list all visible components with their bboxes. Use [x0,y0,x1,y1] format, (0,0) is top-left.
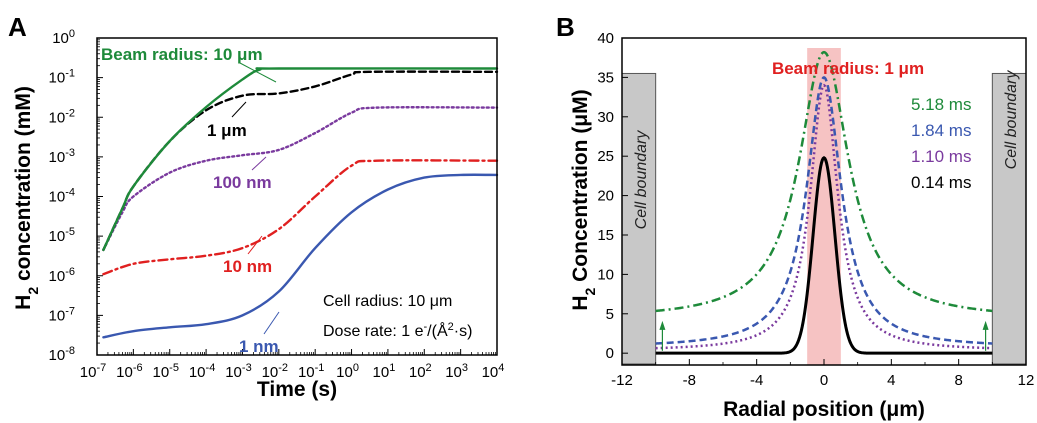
a-xtick-label: 102 [409,362,432,381]
a-ytick-label: 10-2 [49,107,75,126]
a-ytick-label: 10-3 [49,147,75,166]
a-xtick-label: 10-7 [80,362,106,381]
a-xtick-label: 10-1 [298,362,324,381]
a-ytick-label: 10-6 [49,266,75,285]
b-boundary-arrowhead [659,320,666,330]
b-xtick-label: 8 [954,372,962,389]
cell-boundary-block [621,72,657,365]
cell-radius-note: Cell radius: 10 μm [323,293,452,310]
b-series-line [655,155,993,355]
series-label-100nm: 100 nm [213,173,272,192]
series-label-10nm: 10 nm [223,257,272,276]
panel-a-letter: A [8,12,27,42]
b-xtick-label: -12 [611,372,633,389]
a-xtick-label: 10-5 [152,362,178,381]
panel-a-frame [96,37,498,356]
b-series-line [655,83,993,350]
b-boundary-arrowhead [982,320,989,330]
b-series-line [655,75,993,345]
b-ytick-label: 30 [597,109,614,126]
b-series-line [655,50,993,313]
a-xtick-label: 103 [445,362,468,381]
panel-a-xlabel: Time (s) [257,378,337,401]
a-xtick-label: 10-3 [225,362,251,381]
panel-b: B -12 -8 -4 0 4 8 12 0 5 10 15 20 25 30 35 40 Beam radi… [556,12,1034,421]
cell-boundary-label-right: Cell boundary [1003,70,1020,170]
panel-a: A 10-7 10-6 10-5 10-4 10-3 10-2 10-1 100 101 102 1… [8,12,504,401]
panel-b-letter: B [556,12,575,42]
legend-0-14ms: 0.14 ms [911,173,971,192]
a-xtick-label: 100 [336,362,359,381]
panel-b-ylabel: H2 Concentration (μM) [569,89,598,310]
b-ytick-label: 25 [597,148,614,165]
beam-radius-label: Beam radius: 1 μm [772,59,924,78]
legend-1-10ms: 1.10 ms [911,147,971,166]
b-ytick-label: 35 [597,69,614,86]
series-label-1nm: 1 nm [239,337,279,356]
b-ytick-label: 0 [606,345,614,362]
a-ytick-label: 10-7 [49,305,75,324]
b-xtick-label: 0 [820,372,828,389]
a-ytick-label: 100 [52,28,75,47]
a-ytick-label: 10-4 [49,187,75,206]
b-ytick-label: 15 [597,227,614,244]
series-label-10um: Beam radius: 10 μm [101,45,263,64]
label-leader-10um [239,62,277,83]
series-label-1um: 1 μm [207,121,247,140]
cell-boundary-block [991,72,1027,365]
b-ytick-label: 10 [597,266,614,283]
beam-region [807,48,841,365]
a-xtick-label: 10-2 [262,362,288,381]
a-series-line [102,173,499,339]
legend-1-84ms: 1.84 ms [911,121,971,140]
panel-a-ylabel: H2 concentration (mM) [12,86,41,310]
label-leader-1um [231,101,247,118]
a-series-line [102,106,499,252]
b-ytick-label: 20 [597,188,614,205]
a-ytick-label: 10-8 [49,345,75,364]
b-xtick-label: -4 [750,372,763,389]
a-series-line [102,70,499,252]
a-ytick-label: 10-1 [49,68,75,87]
a-xtick-label: 10-4 [189,362,215,381]
cell-boundary-label-left: Cell boundary [633,130,650,230]
panel-b-xlabel: Radial position (μm) [723,398,925,421]
label-leader-10nm [247,235,263,255]
a-xtick-label: 10-6 [116,362,142,381]
label-leader-1nm [263,311,280,335]
b-xtick-label: -8 [683,372,696,389]
b-ytick-label: 5 [606,306,614,323]
a-xtick-label: 104 [482,362,505,381]
a-ytick-label: 10-5 [49,226,75,245]
a-series-line [102,67,499,252]
a-series-line [102,159,499,276]
dose-rate-note: Dose rate: 1 e-/(Å2·s) [323,321,472,340]
label-leader-100nm [251,156,267,171]
b-xtick-label: 12 [1018,372,1035,389]
a-xtick-label: 101 [373,362,396,381]
b-ytick-label: 40 [597,30,614,47]
legend-5-18ms: 5.18 ms [911,95,971,114]
b-xtick-label: 4 [887,372,895,389]
